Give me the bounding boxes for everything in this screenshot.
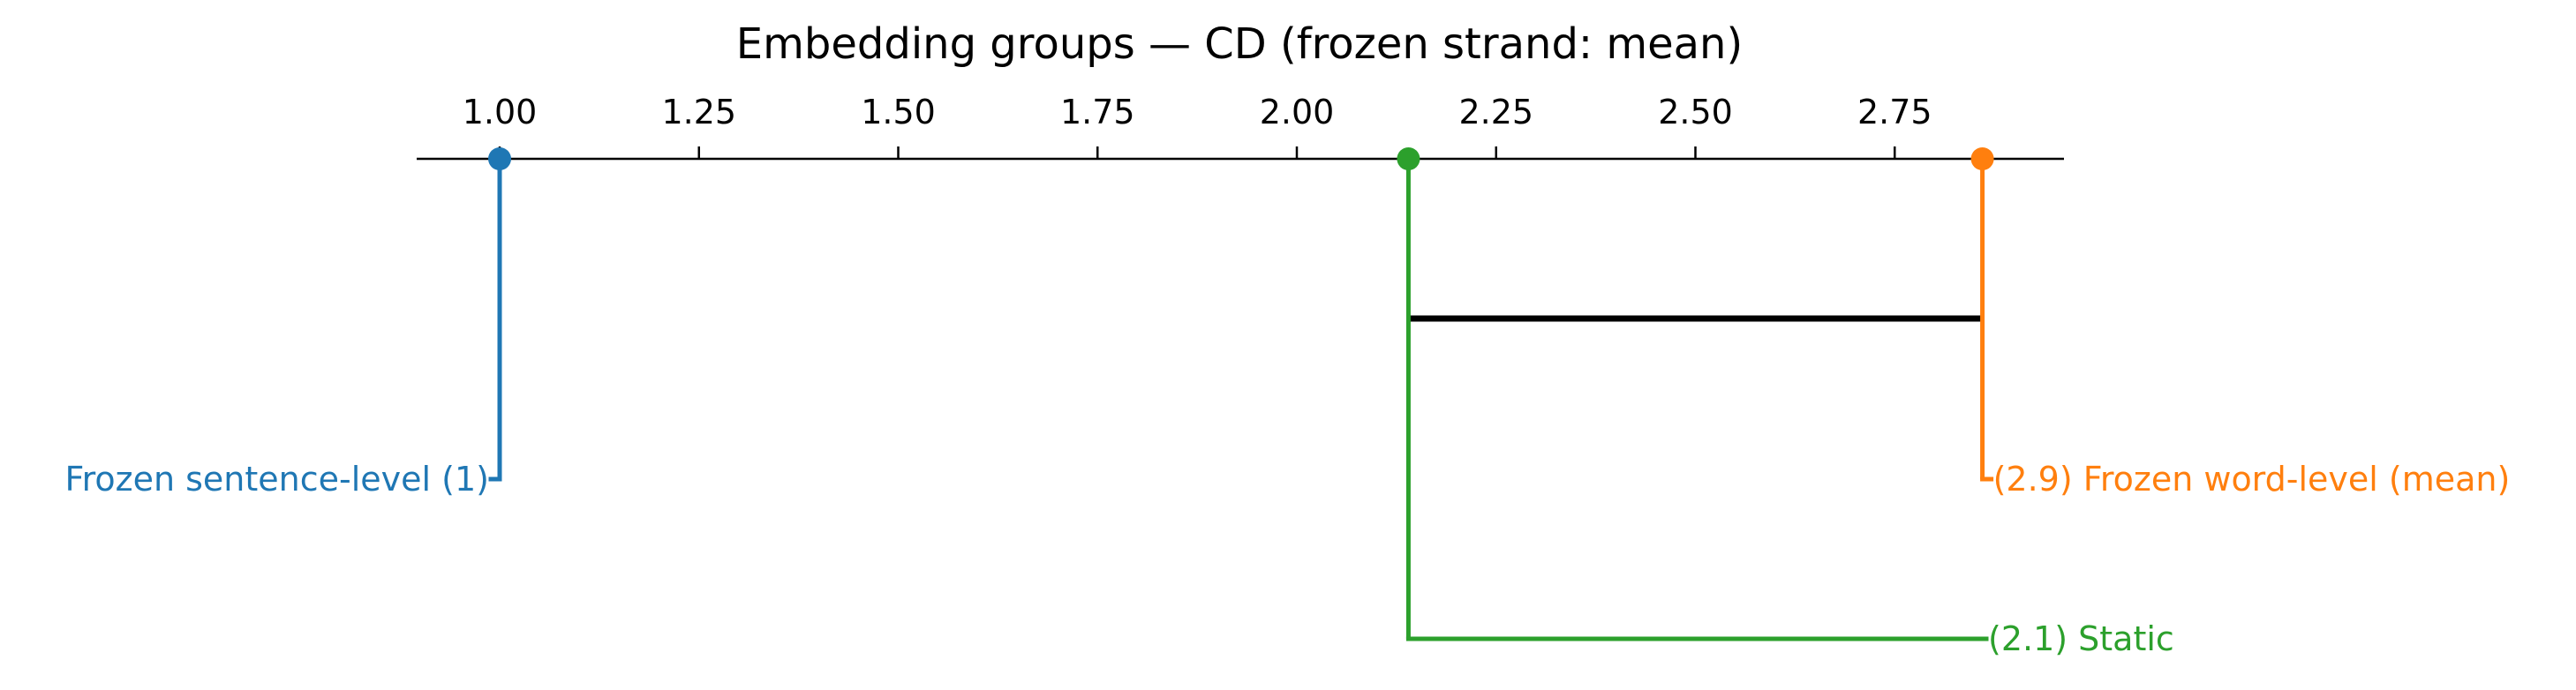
tick-label: 1.75	[1060, 93, 1135, 131]
method-frozen-sentence-level: Frozen sentence-level (1)	[65, 147, 511, 499]
tick-label: 1.50	[861, 93, 936, 131]
rank-marker	[1970, 147, 1994, 170]
method-label: Frozen sentence-level (1)	[65, 460, 490, 499]
tick-label: 2.50	[1658, 93, 1733, 131]
tick-label: 2.25	[1458, 93, 1533, 131]
axis-ticks: 1.00 1.25 1.50 1.75 2.00 2.25 2.50 2.75	[463, 93, 1932, 159]
chart-title: Embedding groups — CD (frozen strand: me…	[736, 19, 1743, 69]
method-markers: Frozen sentence-level (1) (2.9) Frozen wo…	[65, 147, 2511, 658]
tick-label: 1.00	[463, 93, 538, 131]
method-label: (2.1) Static	[1988, 619, 2174, 658]
tick-label: 2.75	[1857, 93, 1932, 131]
rank-marker	[488, 147, 511, 170]
method-frozen-word-level-mean: (2.9) Frozen word-level (mean)	[1970, 147, 2511, 499]
tick-label: 2.00	[1260, 93, 1335, 131]
tick-label: 1.25	[661, 93, 736, 131]
method-label: (2.9) Frozen word-level (mean)	[1993, 460, 2511, 499]
rank-marker	[1397, 147, 1420, 170]
method-static: (2.1) Static	[1397, 147, 2174, 658]
